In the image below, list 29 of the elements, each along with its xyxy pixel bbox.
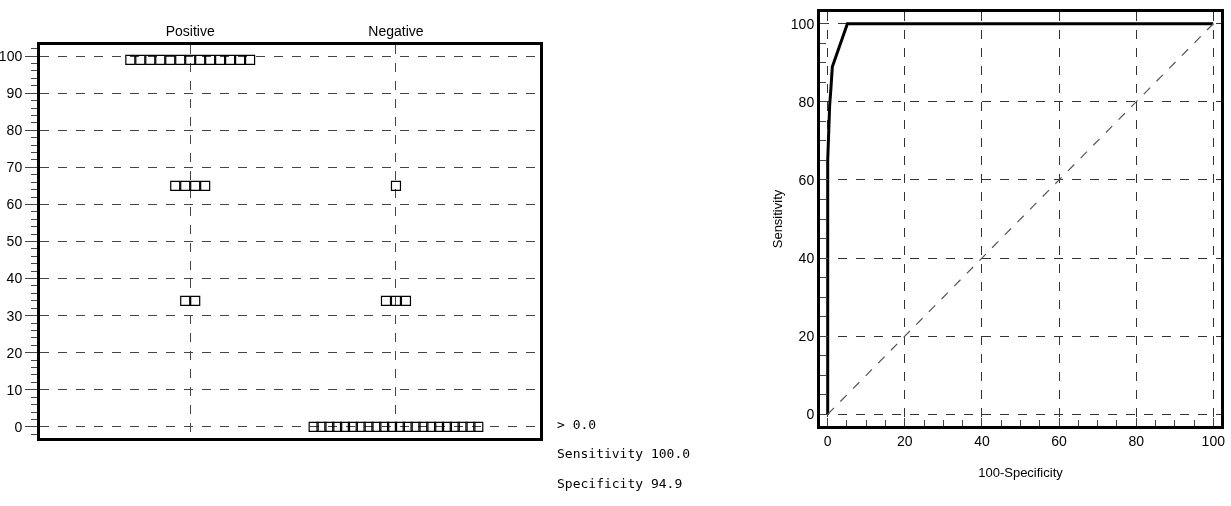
y-tick-label: 80 — [6, 122, 23, 139]
x-tick-label: Negative — [368, 23, 424, 40]
y-tick-label: 40 — [6, 270, 23, 287]
text: > 0.0 — [557, 417, 597, 432]
x-tick-label: 0 — [823, 432, 832, 449]
x-tick-label: Positive — [165, 23, 215, 40]
x-tick-label: 20 — [897, 432, 913, 449]
x-tick-label: 40 — [974, 432, 990, 449]
y-tick-label: 50 — [6, 233, 23, 250]
x-axis-title: 100-Specificity — [978, 465, 1064, 480]
y-tick-label: 0 — [14, 418, 23, 435]
y-tick-label: 90 — [6, 85, 23, 102]
y-tick-label: 80 — [798, 93, 815, 110]
x-tick-label: 100 — [1201, 432, 1226, 449]
y-tick-label: 40 — [798, 249, 815, 266]
y-tick-label: 30 — [6, 307, 23, 324]
y-tick-label: 70 — [6, 159, 23, 176]
text: Sensitivity 100.0 — [557, 446, 691, 461]
y-tick-label: 20 — [798, 328, 815, 345]
y-tick-label: 60 — [798, 171, 815, 188]
y-tick-label: 0 — [806, 406, 815, 423]
y-tick-label: 100 — [0, 48, 23, 65]
text: Specificity 94.9 — [557, 476, 683, 491]
y-tick-label: 10 — [6, 381, 23, 398]
y-tick-label: 60 — [6, 196, 23, 213]
x-tick-label: 60 — [1051, 432, 1068, 449]
y-tick-label: 20 — [6, 344, 23, 361]
x-tick-label: 80 — [1128, 432, 1145, 449]
y-axis-title: Sensitivity — [770, 189, 785, 249]
